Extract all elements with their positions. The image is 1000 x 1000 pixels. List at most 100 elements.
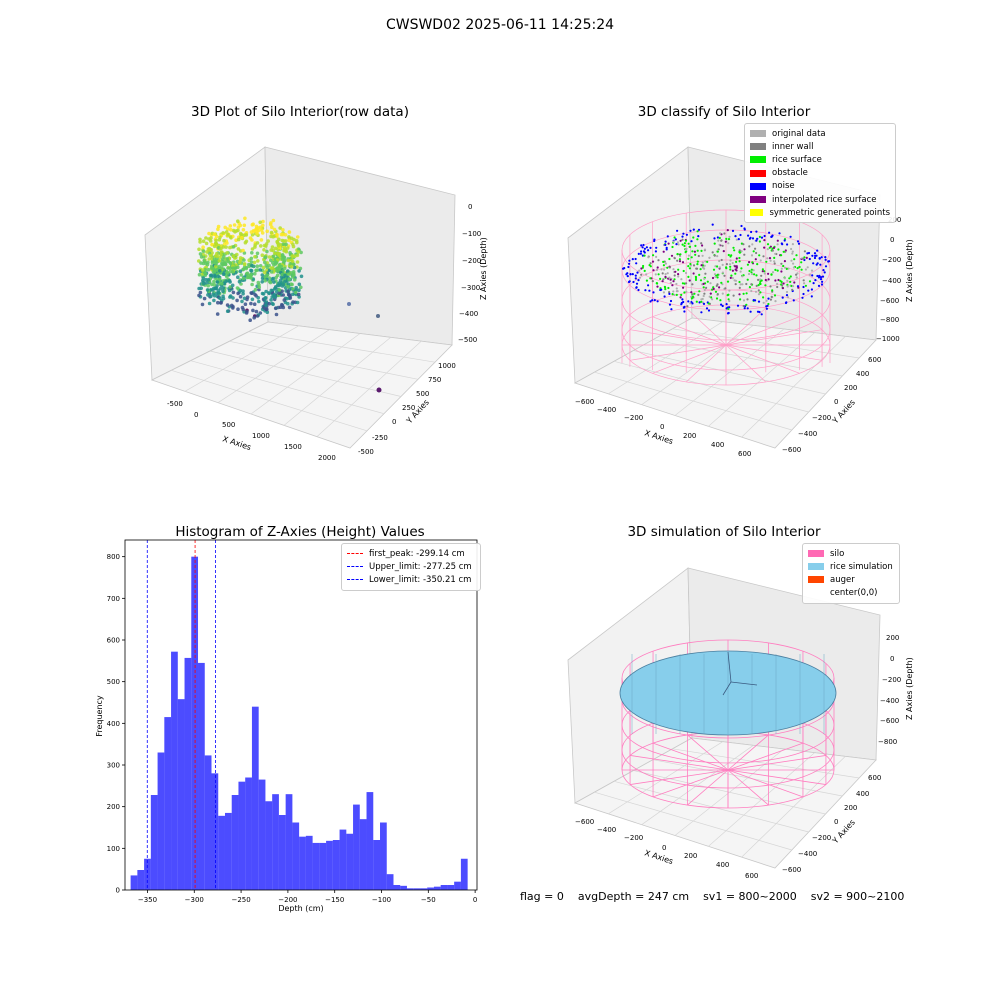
raw-point [269,221,273,225]
raw-point [295,260,300,264]
raw-point [255,251,260,256]
raw-point [247,262,251,267]
raw-point [236,219,240,223]
raw-point [207,301,212,306]
raw-point [271,276,276,281]
raw-point [217,291,221,295]
raw-point [277,291,282,296]
classified-point [635,262,638,265]
silo-spoke [685,307,727,346]
raw-point [215,251,219,256]
raw-point [275,269,279,273]
status-flag: flag = 0 [520,890,564,903]
raw-point [281,282,286,287]
status-avg-depth: avgDepth = 247 cm [577,890,690,903]
raw-point [271,260,275,265]
raw-point [198,240,202,244]
raw-point [242,223,247,228]
raw-point [278,226,283,230]
p4-ztick: 0 [890,655,894,663]
legend-label: center(0,0) [830,588,878,599]
raw-point [249,273,253,277]
raw-point [244,233,249,237]
raw-point [270,266,275,270]
classified-point [697,293,700,296]
p1-ztick: −100 [462,230,481,238]
p4-ytick: 200 [844,804,857,812]
raw-point [199,255,204,259]
raw-point [206,267,211,272]
raw-point [277,266,282,271]
raw-point [216,274,220,279]
raw-point [201,245,205,249]
raw-point [198,252,203,256]
raw-point [214,242,219,246]
raw-point [201,249,206,254]
raw-point [269,298,273,302]
raw-point [236,237,241,242]
raw-point [260,231,265,235]
p4-zlabel: Z Axies (Depth) [905,657,914,720]
status-sv1: sv1 = 800~2000 [703,890,797,903]
p4-xtick: 400 [716,861,729,869]
classified-point [757,278,760,281]
raw-point [241,291,245,296]
raw-point [212,279,216,284]
raw-point [287,235,291,239]
raw-point [249,291,253,295]
raw-point [229,228,233,232]
raw-point [299,274,304,279]
raw-point [228,224,233,228]
p4-xtick: 0 [662,844,666,852]
raw-point [213,264,218,269]
raw-point [251,308,255,313]
p4-ytick: 0 [834,818,838,826]
raw-point [269,234,273,239]
raw-point [278,305,283,310]
raw-point [218,269,222,273]
raw-point [290,254,295,258]
raw-point [267,279,272,284]
raw-point [277,283,282,288]
raw-point [255,264,260,269]
classified-point [654,250,658,253]
classified-point [697,235,700,238]
raw-point [255,241,260,245]
p1-ztick: −200 [462,257,481,265]
classified-point [713,273,717,276]
raw-point [198,290,203,295]
raw-point [206,278,211,282]
raw-point [236,275,240,280]
raw-point [255,314,260,318]
raw-point [238,260,242,265]
raw-point [262,270,267,275]
silo-spoke [725,344,767,383]
raw-point [220,281,224,286]
raw-point [269,270,274,274]
raw-point [260,253,265,257]
raw-point [291,242,295,247]
raw-point [254,309,259,314]
raw-point [202,296,207,301]
raw-point [236,291,240,296]
raw-point [254,224,259,229]
raw-point [280,238,285,243]
raw-point [276,244,281,248]
classified-point [746,278,749,281]
raw-point [241,248,245,253]
raw-point [264,289,268,294]
raw-point [284,242,288,247]
raw-point [254,268,258,273]
classified-point [734,272,737,275]
raw-point [212,298,216,303]
classified-point [644,289,647,292]
raw-point [217,259,222,263]
raw-point [197,293,201,298]
raw-point [253,292,257,297]
raw-point [266,239,271,243]
raw-point [225,270,229,275]
raw-point [225,309,230,314]
raw-point [273,251,277,256]
p4-xtick: −200 [624,834,643,842]
p1-xtick: -500 [167,400,183,408]
